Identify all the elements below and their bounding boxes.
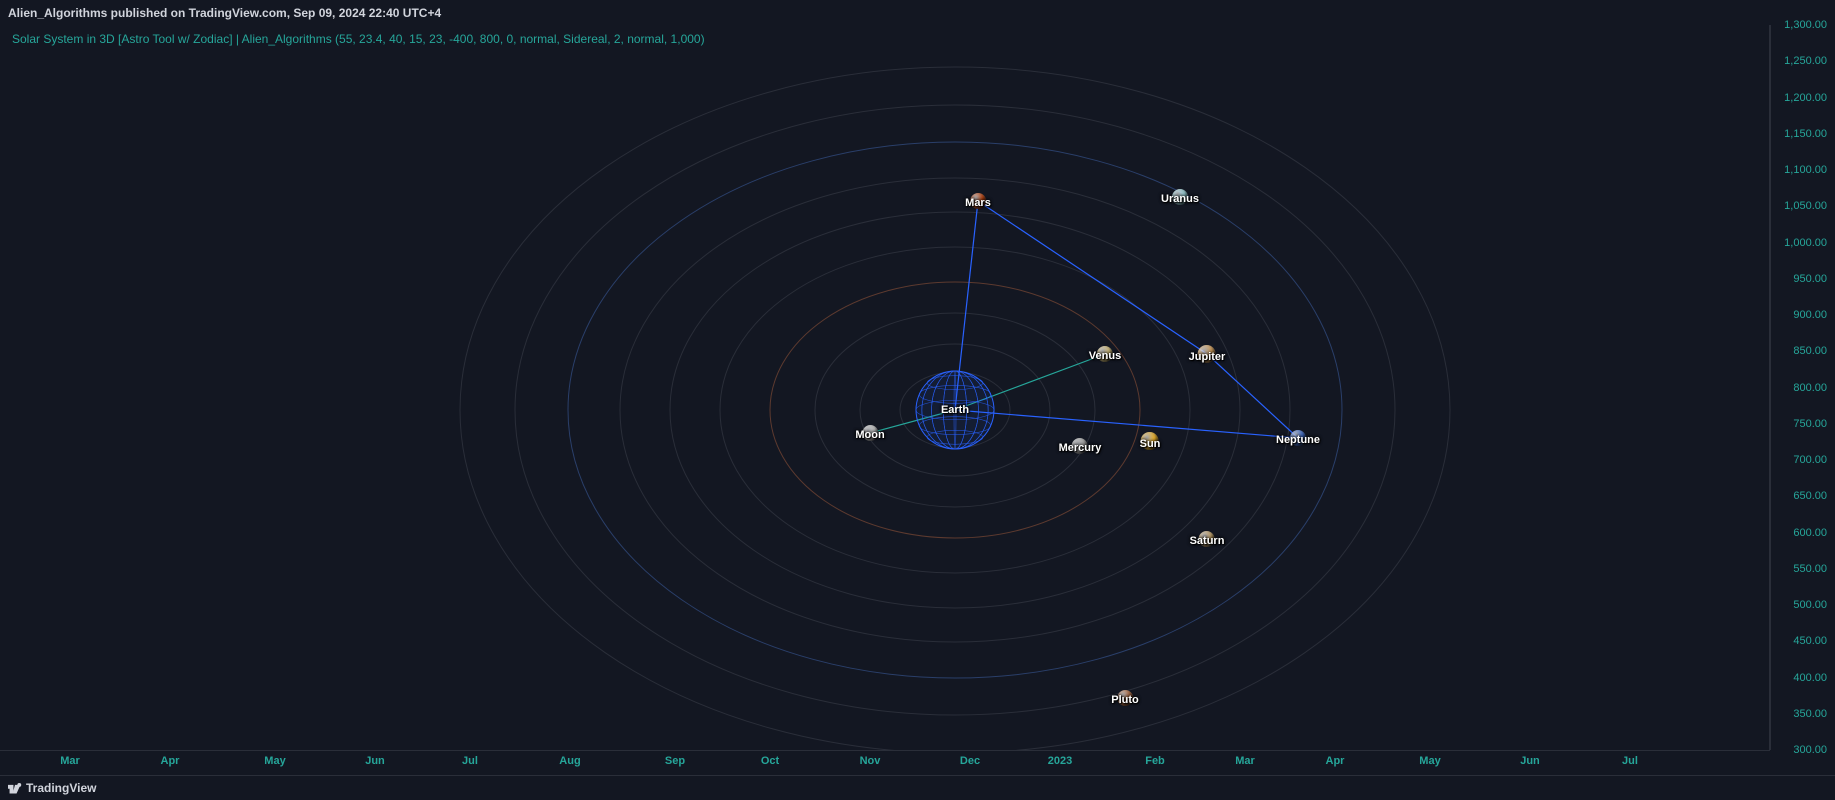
y-axis-tick: 1,300.00 (1784, 19, 1827, 31)
planet-label: Jupiter (1189, 351, 1226, 363)
y-axis-tick: 800.00 (1793, 382, 1827, 394)
footer-bar: TradingView (0, 775, 1835, 800)
x-axis-tick: Dec (960, 755, 980, 767)
x-axis-tick: Apr (1326, 755, 1345, 767)
planet-sun: Sun (1140, 432, 1161, 450)
y-axis-tick: 600.00 (1793, 527, 1827, 539)
tradingview-text: TradingView (26, 781, 96, 795)
y-axis-tick: 450.00 (1793, 635, 1827, 647)
y-axis-tick: 750.00 (1793, 418, 1827, 430)
planet-uranus: Uranus (1161, 189, 1199, 205)
planet-label: Venus (1089, 350, 1121, 362)
y-axis-tick: 900.00 (1793, 309, 1827, 321)
root: Alien_Algorithms published on TradingVie… (0, 0, 1835, 800)
price-axis[interactable]: 1,300.001,250.001,200.001,150.001,100.00… (1770, 25, 1835, 750)
planet-neptune: Neptune (1276, 430, 1320, 446)
publish-caption: Alien_Algorithms published on TradingVie… (8, 6, 441, 20)
y-axis-tick: 850.00 (1793, 345, 1827, 357)
y-axis-tick: 1,050.00 (1784, 200, 1827, 212)
y-axis-tick: 1,100.00 (1784, 164, 1827, 176)
y-axis-tick: 1,200.00 (1784, 92, 1827, 104)
chart-plot-area[interactable]: Moon Venus Mercury Sun Mars Uranus Jupiter Satu… (0, 25, 1770, 750)
x-axis-tick: Jul (1622, 755, 1638, 767)
x-axis-tick: 2023 (1048, 755, 1072, 767)
y-axis-tick: 300.00 (1793, 744, 1827, 756)
tradingview-icon (8, 781, 22, 795)
y-axis-tick: 350.00 (1793, 708, 1827, 720)
y-axis-tick: 1,250.00 (1784, 55, 1827, 67)
time-axis[interactable]: Mar Apr May Jun Jul Aug Sep Oct Nov Dec 2023 Feb Mar… (0, 750, 1770, 775)
planet-pluto: Pluto (1111, 690, 1139, 706)
x-axis-tick: Nov (860, 755, 881, 767)
x-axis-tick: May (264, 755, 285, 767)
planet-label: Uranus (1161, 193, 1199, 205)
y-axis-tick: 550.00 (1793, 563, 1827, 575)
x-axis-tick: Feb (1145, 755, 1165, 767)
planet-venus: Venus (1089, 346, 1121, 362)
y-axis-tick: 950.00 (1793, 273, 1827, 285)
y-axis-tick: 1,000.00 (1784, 237, 1827, 249)
x-axis-tick: Apr (161, 755, 180, 767)
planet-label: Pluto (1111, 694, 1139, 706)
x-axis-tick: Jun (365, 755, 385, 767)
indicator-label: Solar System in 3D [Astro Tool w/ Zodiac… (12, 32, 705, 46)
y-axis-tick: 500.00 (1793, 599, 1827, 611)
x-axis-tick: Jun (1520, 755, 1540, 767)
x-axis-tick: May (1419, 755, 1440, 767)
planet-label: Moon (855, 429, 884, 441)
x-axis-tick: Oct (761, 755, 779, 767)
planet-mercury: Mercury (1059, 438, 1102, 454)
aspect-lines (0, 25, 1770, 750)
x-axis-tick: Mar (60, 755, 80, 767)
y-axis-tick: 400.00 (1793, 672, 1827, 684)
planet-saturn: Saturn (1190, 531, 1225, 547)
planet-moon: Moon (855, 425, 884, 441)
y-axis-tick: 650.00 (1793, 490, 1827, 502)
x-axis-tick: Aug (559, 755, 580, 767)
y-axis-tick: 700.00 (1793, 454, 1827, 466)
tradingview-logo: TradingView (8, 781, 96, 795)
y-axis-tick: 1,150.00 (1784, 128, 1827, 140)
planet-label: Sun (1140, 438, 1161, 450)
x-axis-tick: Jul (462, 755, 478, 767)
planet-label: Mars (965, 197, 991, 209)
planet-jupiter: Jupiter (1189, 345, 1226, 363)
planet-label: Mercury (1059, 442, 1102, 454)
planet-mars: Mars (965, 193, 991, 209)
planet-label: Neptune (1276, 434, 1320, 446)
earth-label: Earth (941, 404, 969, 416)
planet-label: Saturn (1190, 535, 1225, 547)
x-axis-tick: Mar (1235, 755, 1255, 767)
x-axis-tick: Sep (665, 755, 685, 767)
